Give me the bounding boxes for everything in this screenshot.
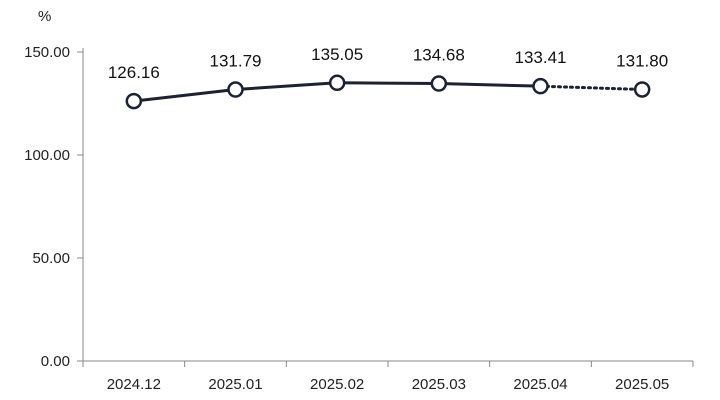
y-tick-label: 100.00 [24, 147, 70, 164]
data-label: 131.80 [616, 51, 668, 70]
series-lines [133, 81, 644, 103]
data-point [532, 77, 549, 95]
x-axis: 2024.12 2025.01 2025.02 2025.03 2025.04 2025.… [82, 360, 694, 393]
data-label: 134.68 [413, 46, 465, 65]
series-points [125, 74, 651, 110]
x-tick-label: 2025.02 [310, 376, 364, 393]
data-label: 135.05 [311, 45, 363, 64]
data-label: 131.79 [210, 52, 262, 71]
data-point [633, 81, 651, 98]
data-point [430, 75, 448, 92]
x-tick-label: 2025.05 [615, 376, 669, 393]
x-tick-label: 2025.03 [412, 376, 466, 393]
y-axis-unit-label: % [38, 8, 51, 25]
x-tick-label: 2024.12 [107, 376, 161, 393]
data-point [227, 81, 244, 98]
data-label: 126.16 [108, 63, 160, 82]
data-label: 133.41 [515, 48, 567, 67]
data-point [328, 74, 346, 92]
y-axis: 0.00 50.00 100.00 150.00 [24, 44, 84, 370]
x-tick-label: 2025.01 [208, 376, 262, 393]
x-tick-label: 2025.04 [513, 376, 567, 393]
series-data-labels: 126.16 131.79 135.05 134.68 133.41 131.80 [108, 45, 668, 82]
data-point [125, 92, 143, 110]
y-tick-label: 50.00 [32, 250, 70, 267]
y-tick-label: 150.00 [24, 44, 70, 61]
series-line-dotted [539, 84, 644, 91]
y-tick-label: 0.00 [41, 353, 70, 370]
